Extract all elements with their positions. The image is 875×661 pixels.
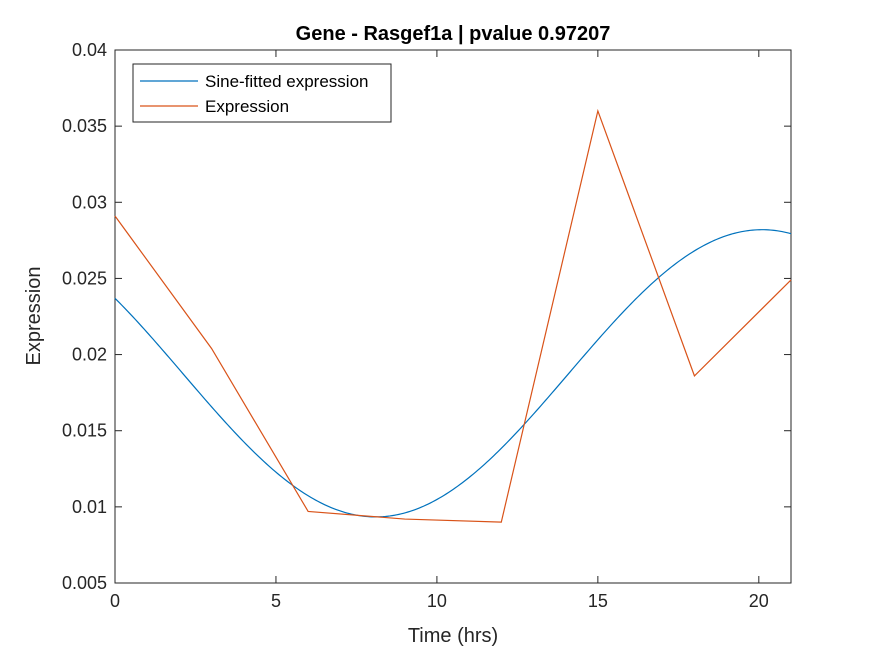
plot-area <box>114 49 792 584</box>
legend-label-expression: Expression <box>205 97 289 116</box>
y-tick-label: 0.01 <box>72 497 107 517</box>
x-axis-label: Time (hrs) <box>408 625 498 647</box>
axes-box <box>114 49 792 584</box>
legend-label-sine-fitted: Sine-fitted expression <box>205 72 368 91</box>
x-tick-label: 15 <box>588 591 608 611</box>
legend-box <box>132 63 392 123</box>
y-tick-label: 0.02 <box>72 345 107 365</box>
legend: Sine-fitted expression Expression <box>132 63 392 123</box>
y-tick-label: 0.015 <box>62 421 107 441</box>
axis-ticks: 0 5 10 15 20 0.005 0.01 0.015 0.02 0.025 0.03 0.035… <box>62 40 791 611</box>
y-tick-label: 0.025 <box>62 268 107 288</box>
x-tick-label: 20 <box>749 591 769 611</box>
y-tick-label: 0.04 <box>72 40 107 60</box>
x-tick-label: 5 <box>271 591 281 611</box>
y-tick-label: 0.035 <box>62 116 107 136</box>
y-tick-label: 0.03 <box>72 192 107 212</box>
y-tick-label: 0.005 <box>62 573 107 593</box>
series-line-sine-fitted <box>114 229 792 518</box>
x-tick-label: 10 <box>427 591 447 611</box>
y-axis-label: Expression <box>23 267 45 366</box>
series-line-expression <box>114 108 792 523</box>
x-tick-label: 0 <box>110 591 120 611</box>
chart-title: Gene - Rasgef1a | pvalue 0.97207 <box>296 23 611 45</box>
